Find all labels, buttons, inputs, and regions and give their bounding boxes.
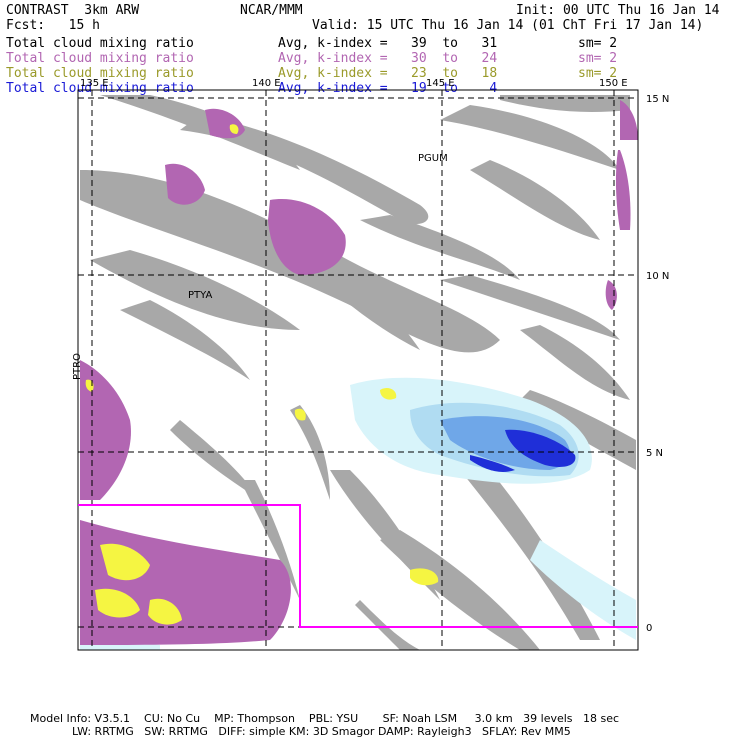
field-3-stat: Avg, k-index = 23 to 18 xyxy=(278,66,498,81)
blue-cloud-band xyxy=(80,377,636,650)
station-ptro: PTRO xyxy=(72,353,83,380)
lon-label-145e: 145 E xyxy=(426,78,455,89)
lon-label-150e: 150 E xyxy=(599,78,628,89)
organization-label: NCAR/MMM xyxy=(240,3,303,18)
station-ptya: PTYA xyxy=(188,290,212,301)
field-4-name: Total cloud mixing ratio xyxy=(6,81,194,96)
lon-label-135e: 135 E xyxy=(80,78,109,89)
field-2-name: Total cloud mixing ratio xyxy=(6,51,194,66)
lon-label-140e: 140 E xyxy=(252,78,281,89)
init-time: Init: 00 UTC Thu 16 Jan 14 xyxy=(516,3,720,18)
yellow-cloud-band xyxy=(85,124,439,625)
field-1-stat: Avg, k-index = 39 to 31 xyxy=(278,36,498,51)
model-info-line-1: Model Info: V3.5.1 CU: No Cu MP: Thompso… xyxy=(30,712,620,725)
lat-label-10n: 10 N xyxy=(646,271,669,282)
lat-label-0: 0 xyxy=(646,623,652,634)
field-4-stat: Avg, k-index = 19 to 4 xyxy=(278,81,498,96)
valid-time: Valid: 15 UTC Thu 16 Jan 14 (01 ChT Fri … xyxy=(312,18,704,33)
field-1-sm: sm= 2 xyxy=(578,36,618,51)
gray-cloud-band xyxy=(80,95,636,650)
station-pgum: PGUM xyxy=(418,153,448,164)
lat-label-5n: 5 N xyxy=(646,448,663,459)
field-2-stat: Avg, k-index = 30 to 24 xyxy=(278,51,498,66)
field-3-name: Total cloud mixing ratio xyxy=(6,66,194,81)
map-frame xyxy=(77,89,639,651)
lat-label-15n: 15 N xyxy=(646,94,669,105)
cloud-field-layer xyxy=(80,95,638,650)
model-title: CONTRAST 3km ARW xyxy=(6,3,140,18)
nested-domain-boundary xyxy=(78,504,638,628)
model-info-line-2: LW: RRTMG SW: RRTMG DIFF: simple KM: 3D … xyxy=(72,725,571,738)
field-2-sm: sm= 2 xyxy=(578,51,618,66)
field-3-sm: sm= 2 xyxy=(578,66,618,81)
field-1-name: Total cloud mixing ratio xyxy=(6,36,194,51)
forecast-hour: Fcst: 15 h xyxy=(6,18,100,33)
